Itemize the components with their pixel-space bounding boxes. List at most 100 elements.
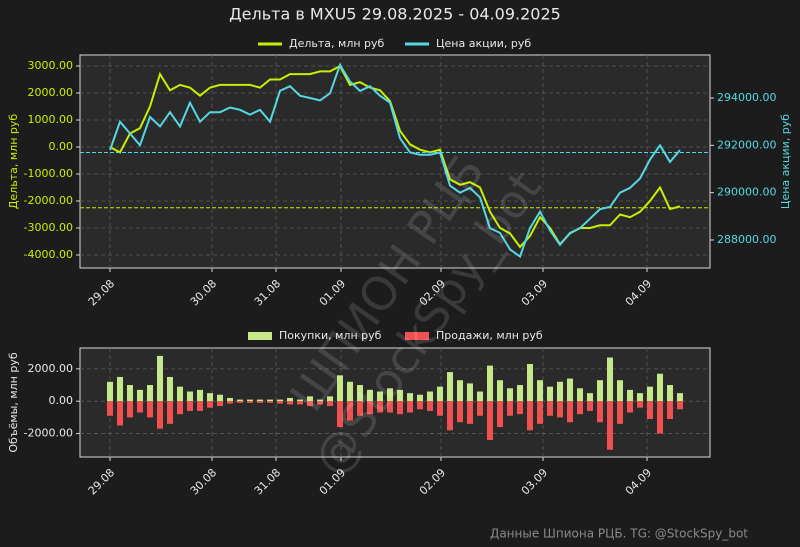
bar <box>167 376 173 402</box>
bar <box>497 401 503 428</box>
bar <box>457 401 463 423</box>
bar <box>487 401 493 441</box>
bar <box>167 401 173 424</box>
y2-tick-label: 294000.00 <box>717 91 777 104</box>
y-axis-label: Объёмы, млн руб <box>7 352 20 452</box>
bar <box>127 385 133 402</box>
bar <box>577 388 583 402</box>
bar <box>307 401 313 407</box>
bar <box>287 401 293 405</box>
bar <box>367 401 373 415</box>
bar <box>107 381 113 402</box>
bar <box>117 401 123 426</box>
bar <box>317 399 323 402</box>
y-tick-label: -2000.00 <box>24 194 73 207</box>
bar <box>597 380 603 402</box>
bar <box>537 380 543 402</box>
bar <box>437 386 443 402</box>
bar <box>227 397 233 402</box>
legend-label: Продажи, млн руб <box>436 329 543 342</box>
legend-swatch <box>248 332 272 340</box>
bar <box>607 357 613 402</box>
bar <box>477 401 483 416</box>
bar <box>207 393 213 402</box>
bar <box>187 401 193 411</box>
bar <box>257 401 263 403</box>
bar <box>467 383 473 402</box>
y2-tick-label: 290000.00 <box>717 186 777 199</box>
bar <box>357 385 363 402</box>
line <box>109 64 681 249</box>
bar <box>567 378 573 402</box>
bar <box>657 401 663 434</box>
bar <box>617 380 623 402</box>
bar <box>447 372 453 402</box>
bar <box>177 401 183 415</box>
bar <box>127 401 133 418</box>
bar <box>427 401 433 411</box>
bar <box>647 401 653 419</box>
bar <box>237 401 243 403</box>
bar <box>517 385 523 402</box>
bar <box>407 401 413 413</box>
bar <box>677 401 683 410</box>
bar <box>447 401 453 431</box>
chart-title: Дельта в MXU5 29.08.2025 - 04.09.2025 <box>229 5 561 24</box>
y2-axis-label: Цена акции, руб <box>779 114 792 209</box>
bar <box>637 401 643 408</box>
bar <box>677 393 683 402</box>
bar <box>177 386 183 402</box>
y2-tick-label: 288000.00 <box>717 233 777 246</box>
bar <box>397 389 403 402</box>
bar <box>137 389 143 402</box>
bar <box>277 399 283 402</box>
bar <box>377 401 383 413</box>
bar <box>647 386 653 402</box>
bar <box>637 393 643 402</box>
bar <box>487 365 493 402</box>
bar <box>147 401 153 418</box>
bar <box>347 381 353 402</box>
bar <box>107 401 113 416</box>
bar <box>187 391 193 402</box>
bar <box>117 376 123 402</box>
bar <box>397 401 403 415</box>
bar <box>577 401 583 415</box>
y-tick-label: 2000.00 <box>28 362 74 375</box>
bar <box>377 391 383 402</box>
legend-label: Цена акции, руб <box>436 37 531 50</box>
bar <box>237 399 243 402</box>
bar <box>417 401 423 410</box>
y-tick-label: 3000.00 <box>28 59 74 72</box>
bar <box>417 394 423 402</box>
bar <box>437 401 443 416</box>
y-axis-label: Дельта, млн руб <box>7 114 20 210</box>
bar <box>517 401 523 415</box>
bar <box>307 396 313 402</box>
bar <box>327 396 333 402</box>
bar <box>297 399 303 402</box>
y-tick-label: 2000.00 <box>28 86 74 99</box>
bar <box>457 380 463 402</box>
legend-label: Дельта, млн руб <box>289 37 385 50</box>
bar <box>387 388 393 402</box>
bar <box>387 401 393 413</box>
bar <box>537 401 543 424</box>
y-tick-label: -4000.00 <box>24 248 73 261</box>
bar <box>277 401 283 404</box>
footer: Данные Шпиона РЦБ. TG: @StockSpy_bot <box>490 527 748 541</box>
bar <box>157 401 163 429</box>
y-tick-label: -1000.00 <box>24 167 73 180</box>
y-tick-label: 0.00 <box>49 394 74 407</box>
bar <box>137 401 143 413</box>
y-tick-label: -3000.00 <box>24 221 73 234</box>
bar <box>227 401 233 404</box>
bar <box>367 389 373 402</box>
bar <box>527 364 533 402</box>
bar <box>217 401 223 407</box>
bar <box>627 401 633 413</box>
bar <box>567 401 573 423</box>
bar <box>667 385 673 402</box>
y2-tick-label: 292000.00 <box>717 138 777 151</box>
bar <box>197 389 203 402</box>
